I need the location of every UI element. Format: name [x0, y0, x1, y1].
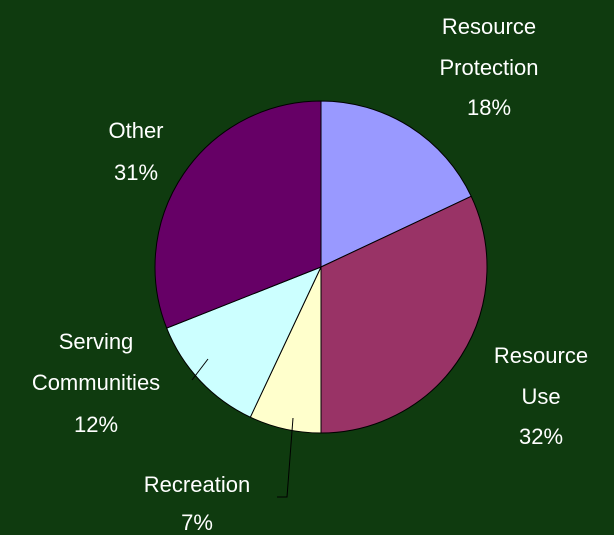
- label-other-name: Other: [108, 118, 163, 143]
- label-resource-protection-pct: 18%: [467, 95, 511, 120]
- leader-line-recreation: [277, 417, 294, 498]
- pie-slice-serving-communities: [166, 266, 322, 418]
- label-serving-communities-line2: Communities: [32, 370, 160, 395]
- pie-slice-resource-protection: [320, 100, 472, 268]
- leader-lines: [191, 358, 294, 498]
- label-serving-communities-pct: 12%: [74, 412, 118, 437]
- label-resource-protection-line1: Resource: [442, 14, 536, 39]
- label-other-pct: 31%: [114, 160, 158, 185]
- label-recreation-pct: 7%: [181, 510, 213, 535]
- label-resource-protection-line2: Protection: [439, 55, 538, 80]
- label-resource-use-line1: Resource: [494, 343, 588, 368]
- label-resource-use-line2: Use: [521, 384, 560, 409]
- label-recreation-name: Recreation: [144, 472, 250, 497]
- label-resource-use-pct: 32%: [519, 424, 563, 449]
- pie-slice-resource-use: [320, 195, 488, 434]
- pie-slices: [154, 100, 488, 434]
- leader-line-serving-communities: [191, 358, 209, 381]
- pie-slice-other: [154, 100, 322, 329]
- label-serving-communities-line1: Serving: [59, 329, 134, 354]
